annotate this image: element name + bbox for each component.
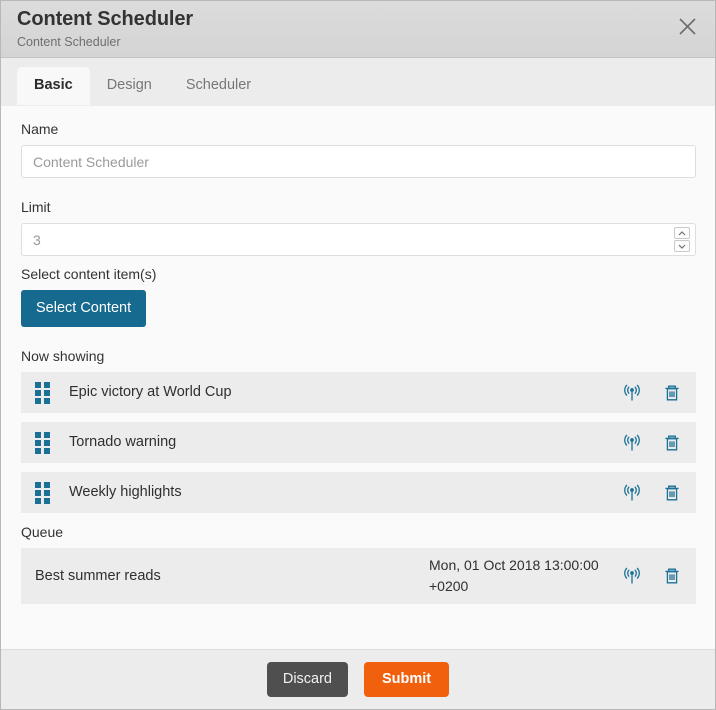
tab-design[interactable]: Design xyxy=(90,67,169,105)
trash-icon xyxy=(662,433,682,453)
select-content-label: Select content item(s) xyxy=(21,266,157,282)
stepper-down-button[interactable] xyxy=(674,240,690,252)
broadcast-icon xyxy=(622,383,642,403)
chevron-down-icon xyxy=(678,244,686,249)
quantity-stepper[interactable] xyxy=(674,227,690,252)
dialog-body: Name Limit xyxy=(1,106,715,649)
tab-basic[interactable]: Basic xyxy=(17,67,90,105)
queue-row[interactable]: Best summer reads Mon, 01 Oct 2018 13:00… xyxy=(21,548,696,604)
tab-bar: Basic Design Scheduler xyxy=(1,58,715,106)
delete-button[interactable] xyxy=(661,565,683,587)
row-actions xyxy=(621,382,683,404)
page-title: Content Scheduler xyxy=(17,8,194,30)
broadcast-icon xyxy=(622,566,642,586)
limit-input[interactable] xyxy=(21,223,696,256)
select-content-button[interactable]: Select Content xyxy=(21,290,147,327)
stepper-up-button[interactable] xyxy=(674,227,690,239)
queue-label: Queue xyxy=(21,524,64,540)
delete-button[interactable] xyxy=(661,482,683,504)
broadcast-button[interactable] xyxy=(621,565,643,587)
now-showing-row[interactable]: Tornado warning xyxy=(21,422,696,463)
broadcast-icon xyxy=(622,433,642,453)
broadcast-button[interactable] xyxy=(621,432,643,454)
now-showing-label: Now showing xyxy=(21,348,105,364)
dialog-footer: Discard Submit xyxy=(1,649,715,709)
list-item-title: Tornado warning xyxy=(69,434,177,450)
drag-handle-icon[interactable] xyxy=(35,482,50,504)
submit-button[interactable]: Submit xyxy=(364,662,450,697)
list-item-title: Epic victory at World Cup xyxy=(69,384,232,400)
close-button[interactable] xyxy=(670,9,704,43)
row-actions xyxy=(621,482,683,504)
dialog-header: Content Scheduler Content Scheduler xyxy=(1,1,715,58)
list-item-title: Weekly highlights xyxy=(69,484,182,500)
now-showing-row[interactable]: Epic victory at World Cup xyxy=(21,372,696,413)
delete-button[interactable] xyxy=(661,382,683,404)
discard-button[interactable]: Discard xyxy=(266,662,348,697)
broadcast-button[interactable] xyxy=(621,382,643,404)
broadcast-icon xyxy=(622,483,642,503)
drag-handle-icon[interactable] xyxy=(35,432,50,454)
queue-item-title: Best summer reads xyxy=(35,567,161,584)
name-label: Name xyxy=(21,121,59,137)
chevron-up-icon xyxy=(678,230,686,236)
broadcast-button[interactable] xyxy=(621,482,643,504)
dialog-subtitle: Content Scheduler xyxy=(17,35,121,49)
close-icon xyxy=(677,16,698,37)
queue-item-date: Mon, 01 Oct 2018 13:00:00 +0200 xyxy=(429,557,599,594)
drag-handle-icon[interactable] xyxy=(35,382,50,404)
trash-icon xyxy=(662,483,682,503)
name-input[interactable] xyxy=(21,145,696,178)
row-actions xyxy=(621,432,683,454)
limit-field-wrapper xyxy=(21,223,696,256)
tab-scheduler[interactable]: Scheduler xyxy=(169,67,268,105)
limit-label: Limit xyxy=(21,199,51,215)
trash-icon xyxy=(662,566,682,586)
row-actions xyxy=(621,565,683,587)
delete-button[interactable] xyxy=(661,432,683,454)
now-showing-row[interactable]: Weekly highlights xyxy=(21,472,696,513)
trash-icon xyxy=(662,383,682,403)
